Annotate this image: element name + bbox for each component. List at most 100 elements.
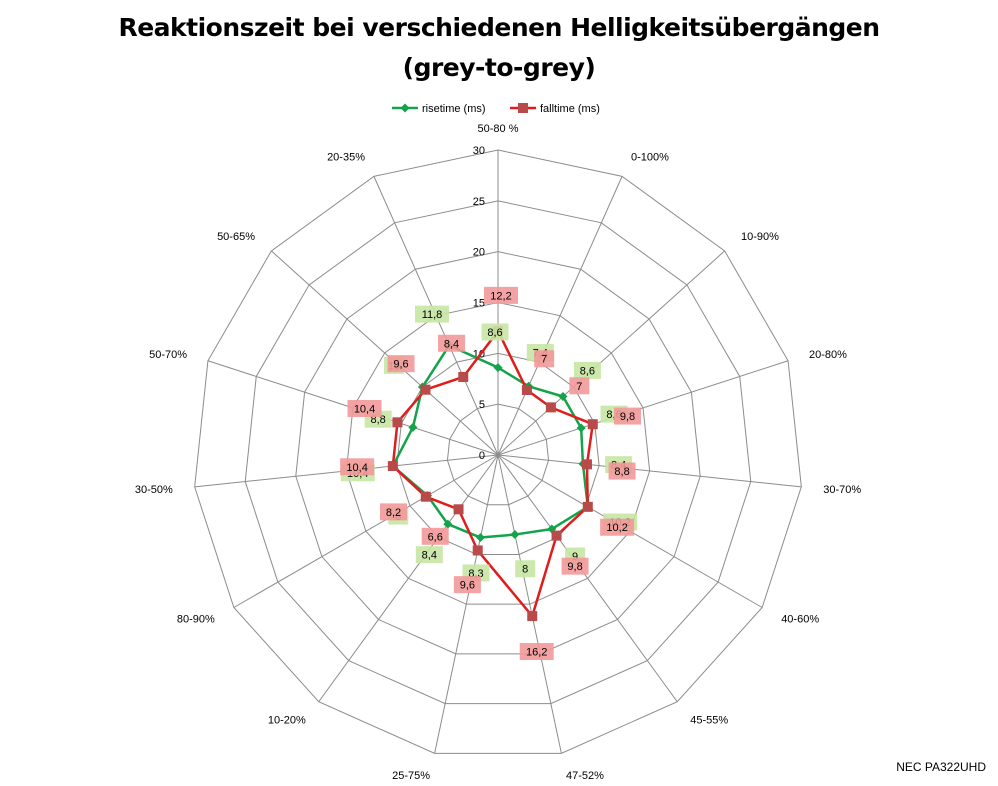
risetime-point <box>576 423 586 433</box>
category-label: 30-50% <box>135 484 173 496</box>
grid-ring-15 <box>345 301 651 605</box>
risetime-data-label: 8,6 <box>573 361 601 379</box>
svg-text:8,4: 8,4 <box>422 550 437 562</box>
falltime-point <box>392 417 403 428</box>
category-labels: 50-80 % 0-100% 10-90% 20-80% 30-70% 40-60% 45-… <box>135 123 861 782</box>
falltime-point <box>551 530 562 541</box>
falltime-data-label: 9,6 <box>453 576 481 594</box>
tick-label: 20 <box>473 247 485 259</box>
category-label: 80-90% <box>177 614 215 626</box>
legend-item-risetime: risetime (ms) <box>392 103 486 115</box>
tick-label: 25 <box>473 196 485 208</box>
grid-spoke <box>434 454 499 754</box>
falltime-point <box>587 419 598 430</box>
category-label: 47-52% <box>566 770 604 782</box>
svg-text:8,2: 8,2 <box>386 507 401 519</box>
svg-text:9,8: 9,8 <box>567 561 582 573</box>
falltime-point <box>387 461 398 472</box>
chart-title-line-2: (grey-to-grey) <box>402 53 596 82</box>
svg-text:10,2: 10,2 <box>606 522 627 534</box>
grid-spoke <box>271 250 499 456</box>
svg-text:8,4: 8,4 <box>444 338 459 350</box>
falltime-data-label: 16,2 <box>519 643 554 661</box>
svg-text:9: 9 <box>572 551 578 563</box>
category-label: 30-70% <box>823 484 861 496</box>
category-label: 10-90% <box>741 231 779 243</box>
chart-title: Reaktionszeit bei verschiedenen Helligke… <box>0 8 998 88</box>
tick-label: 30 <box>473 145 485 157</box>
risetime-point <box>475 533 485 543</box>
svg-text:9,6: 9,6 <box>460 580 475 592</box>
svg-text:6,6: 6,6 <box>428 531 443 543</box>
tick-label: 0 <box>479 450 485 462</box>
grid-ring-20 <box>295 251 701 655</box>
risetime-point <box>443 519 453 529</box>
svg-text:9,8: 9,8 <box>620 411 635 423</box>
svg-text:8,8: 8,8 <box>614 466 629 478</box>
category-label: 25-75% <box>392 770 430 782</box>
category-label: 0-100% <box>631 151 669 163</box>
falltime-data-label: 10,4 <box>347 399 382 417</box>
tick-label: 5 <box>479 399 485 411</box>
svg-text:8,6: 8,6 <box>580 365 595 377</box>
grid-spoke <box>318 454 499 703</box>
legend-item-falltime: falltime (ms) <box>510 103 600 115</box>
svg-text:8: 8 <box>522 564 528 576</box>
falltime-point <box>453 504 464 515</box>
falltime-data-label: 8,4 <box>438 334 466 352</box>
falltime-point <box>582 501 593 512</box>
svg-text:7: 7 <box>576 381 582 393</box>
falltime-point <box>458 371 469 382</box>
grid-spoke <box>233 454 499 608</box>
category-label: 45-55% <box>690 715 728 727</box>
category-label: 10-20% <box>268 715 306 727</box>
grid-ring-25 <box>244 200 752 705</box>
category-label: 50-70% <box>149 349 187 361</box>
risetime-point <box>493 363 503 373</box>
radar-grid <box>194 149 802 754</box>
falltime-point <box>420 491 431 502</box>
falltime-point <box>420 384 431 395</box>
svg-text:8,8: 8,8 <box>370 414 385 426</box>
falltime-data-label: 9,6 <box>387 355 415 373</box>
falltime-point <box>545 402 556 413</box>
falltime-data-label: 6,6 <box>421 527 449 545</box>
svg-text:7: 7 <box>541 354 547 366</box>
data-labels: 8,67,48,68,68,410,2988,38,4810,48,81011,… <box>340 286 642 661</box>
svg-text:11,8: 11,8 <box>422 309 443 321</box>
falltime-data-label: 7 <box>534 350 555 368</box>
category-label: 20-35% <box>327 151 365 163</box>
falltime-point <box>527 611 538 622</box>
svg-text:risetime (ms): risetime (ms) <box>422 103 486 115</box>
grid-spoke <box>497 454 678 703</box>
svg-text:10,4: 10,4 <box>346 462 367 474</box>
category-label: 40-60% <box>781 614 819 626</box>
legend: risetime (ms) falltime (ms) <box>392 103 600 115</box>
falltime-point <box>581 459 592 470</box>
risetime-data-label: 8,4 <box>415 546 443 564</box>
falltime-data-label: 10,2 <box>600 518 635 536</box>
svg-text:16,2: 16,2 <box>526 647 547 659</box>
svg-text:falltime (ms): falltime (ms) <box>540 103 600 115</box>
risetime-data-label: 8 <box>515 560 536 578</box>
risetime-point <box>408 422 418 432</box>
series-line-risetime <box>391 344 590 539</box>
category-label: 50-80 % <box>478 123 519 135</box>
risetime-point <box>558 391 568 401</box>
svg-text:8,6: 8,6 <box>487 327 502 339</box>
category-label: 50-65% <box>217 231 255 243</box>
series-line-falltime <box>391 329 595 618</box>
chart-title-line-1: Reaktionszeit bei verschiedenen Helligke… <box>118 13 880 42</box>
grid-ring-30 <box>194 149 802 754</box>
svg-text:9,6: 9,6 <box>393 359 408 371</box>
risetime-data-label: 8,6 <box>481 323 509 341</box>
svg-text:10,4: 10,4 <box>354 403 375 415</box>
falltime-point <box>472 545 483 556</box>
series-lines <box>387 325 598 622</box>
falltime-data-label: 8,8 <box>608 462 636 480</box>
grid-ring-5 <box>446 403 550 506</box>
svg-text:12,2: 12,2 <box>490 290 511 302</box>
falltime-data-label: 7 <box>569 377 590 395</box>
risetime-data-label: 11,8 <box>414 305 449 323</box>
